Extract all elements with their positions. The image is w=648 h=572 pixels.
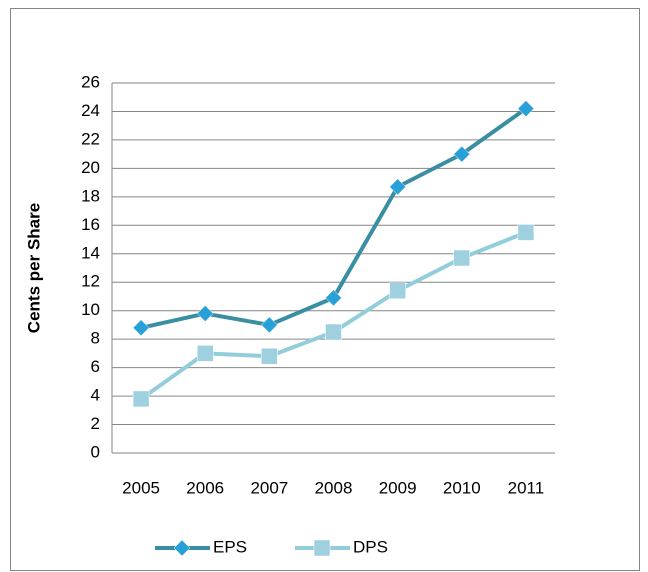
x-tick-label: 2008 [315,478,353,497]
data-point [389,282,406,300]
data-point [389,178,406,196]
data-point [453,249,471,267]
y-tick-label: 18 [81,186,100,205]
y-tick-label: 26 [81,72,100,91]
data-point [261,316,278,334]
x-tick-label: 2007 [250,478,288,497]
data-point [517,100,535,117]
data-point [261,347,278,365]
data-point [132,390,150,408]
data-point [325,289,342,307]
y-tick-label: 20 [81,158,100,177]
y-tick-label: 4 [91,386,100,405]
legend-marker [313,539,331,557]
chart-frame [10,8,640,571]
x-tick-label: 2011 [508,478,545,497]
y-tick-label: 10 [81,300,100,319]
data-point [196,305,214,322]
data-point [196,345,214,362]
legend-label: EPS [213,537,247,556]
legend-label: DPS [353,537,388,556]
data-point [325,323,342,341]
x-tick-label: 2006 [186,478,224,497]
y-tick-label: 8 [91,329,100,348]
y-tick-label: 6 [91,357,100,376]
x-tick-label: 2009 [379,478,417,497]
y-tick-label: 2 [91,414,100,433]
data-point [517,224,535,241]
y-tick-label: 0 [91,442,100,461]
data-point [132,319,150,337]
y-tick-label: 16 [81,215,100,234]
y-axis-title: Cents per Share [24,203,43,333]
y-tick-label: 12 [81,272,100,291]
legend-marker [173,539,191,557]
x-tick-label: 2005 [122,478,160,497]
y-tick-label: 14 [81,243,100,262]
x-tick-label: 2010 [443,478,481,497]
y-tick-label: 24 [81,101,100,120]
y-tick-label: 22 [81,129,100,148]
data-point [453,145,471,163]
